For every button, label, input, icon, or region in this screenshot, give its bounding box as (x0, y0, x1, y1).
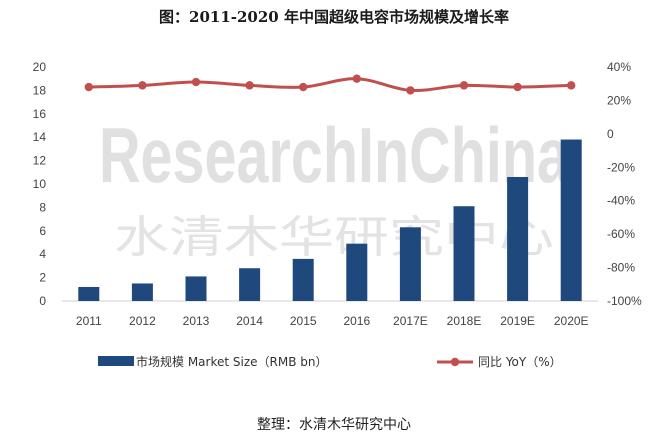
x-axis-tick-label: 2014 (236, 314, 263, 328)
x-axis-tick-label: 2013 (183, 314, 210, 328)
market-size-bar (399, 227, 421, 301)
legend-line-label: 同比 YoY（%） (478, 355, 562, 369)
market-size-bar (346, 243, 368, 301)
left-axis-tick-label: 12 (33, 154, 47, 168)
source-caption: 整理：水清木华研究中心 (257, 417, 411, 433)
yoy-point (299, 82, 308, 92)
x-axis-tick-label: 2019E (500, 314, 535, 328)
left-axis-tick-label: 10 (33, 177, 47, 191)
market-size-bar (78, 286, 100, 301)
left-axis-tick-label: 0 (39, 294, 46, 308)
yoy-point (567, 81, 576, 90)
market-size-bar (239, 268, 261, 301)
bar-series (78, 139, 582, 301)
legend: 市场规模 Market Size（RMB bn） 同比 YoY（%） (98, 354, 562, 369)
left-axis-tick-label: 16 (33, 107, 47, 121)
market-size-bar (507, 176, 529, 301)
left-axis: 0 2 4 6 8 10 12 14 16 18 20 (33, 60, 47, 308)
market-size-bar (560, 139, 582, 301)
x-axis-tick-label: 2018E (447, 314, 482, 328)
left-axis-tick-label: 20 (33, 60, 47, 74)
yoy-point (191, 77, 201, 87)
chart-title: 图：2011-2020 年中国超级电容市场规模及增长率 (159, 8, 509, 26)
right-axis-tick-label: -40% (607, 194, 635, 208)
yoy-point (245, 81, 254, 90)
left-axis-tick-label: 4 (39, 247, 46, 261)
yoy-point (406, 86, 415, 95)
right-axis-tick-label: 0 (607, 127, 614, 141)
right-axis-tick-label: -80% (607, 261, 635, 275)
yoy-point (352, 74, 361, 83)
watermark: ResearchInChina 水清木华研究中心 (99, 111, 569, 263)
right-axis-tick-label: 40% (607, 60, 631, 74)
market-size-bar (185, 276, 207, 301)
yoy-point (84, 82, 94, 92)
x-axis-tick-label: 2011 (76, 314, 102, 328)
watermark-latin: ResearchInChina (99, 111, 569, 199)
yoy-point (459, 81, 469, 90)
x-axis-tick-label: 2012 (129, 314, 156, 328)
x-axis-tick-label: 2016 (343, 314, 370, 328)
legend-line-marker (450, 357, 460, 367)
right-axis-tick-label: -60% (607, 227, 635, 241)
yoy-point (513, 82, 522, 92)
legend-bar-label: 市场规模 Market Size（RMB bn） (136, 354, 327, 369)
left-axis-tick-label: 8 (39, 200, 46, 214)
line-series (84, 74, 576, 95)
yoy-point (138, 81, 147, 90)
x-axis-tick-label: 2020E (554, 314, 589, 328)
x-axis-tick-label: 2015 (290, 314, 317, 328)
left-axis-tick-label: 14 (33, 130, 47, 144)
left-axis-tick-label: 18 (33, 83, 47, 97)
x-axis: 2011 2012 2013 2014 2015 2016 2017E 2018E 2019E 2… (62, 300, 598, 328)
right-axis-tick-label: -20% (607, 160, 635, 174)
market-size-bar (453, 206, 475, 301)
right-axis-tick-label: -100% (607, 294, 642, 308)
yoy-line (88, 77, 572, 93)
market-size-bar (292, 258, 314, 301)
legend-bar-swatch (98, 356, 134, 366)
left-axis-tick-label: 2 (39, 271, 46, 285)
watermark-chinese: 水清木华研究中心 (114, 212, 554, 263)
market-size-bar (131, 283, 153, 301)
left-axis-tick-label: 6 (39, 224, 46, 238)
right-axis: -100% -80% -60% -40% -20% 0 20% 40% (607, 60, 642, 308)
x-axis-tick-label: 2017E (393, 314, 428, 328)
right-axis-tick-label: 20% (607, 93, 631, 107)
